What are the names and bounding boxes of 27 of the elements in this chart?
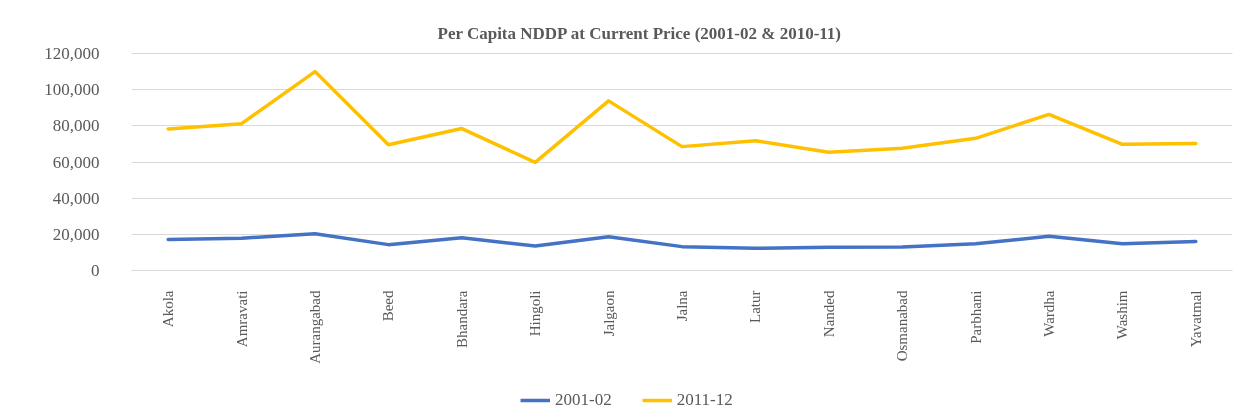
x-tick-label: Akola bbox=[160, 290, 177, 328]
x-tick-label: Washim bbox=[1114, 290, 1131, 340]
y-tick-label: 0 bbox=[91, 261, 100, 280]
y-tick-label: 120,000 bbox=[44, 44, 100, 63]
x-tick-label: Nanded bbox=[820, 290, 837, 338]
x-tick-label: Bhandara bbox=[453, 290, 470, 348]
legend-label: 2011-12 bbox=[676, 390, 733, 410]
y-tick-label: 40,000 bbox=[52, 188, 100, 208]
x-tick-label: Jalgaon bbox=[600, 290, 617, 337]
chart-title: Per Capita NDDP at Current Price (2001-02 & 2010-11) bbox=[437, 23, 842, 43]
x-tick-label: Jalna bbox=[674, 290, 690, 322]
x-tick-label: Aurangabad bbox=[307, 290, 323, 364]
x-tick-label: Osmanabad bbox=[894, 290, 911, 362]
y-tick-label: 20,000 bbox=[52, 224, 100, 244]
y-tick-label: 60,000 bbox=[52, 152, 100, 172]
x-tick-label: Yavatmal bbox=[1187, 290, 1204, 348]
x-tick-label: Parbhani bbox=[967, 290, 984, 344]
x-tick-label: Hingoli bbox=[527, 290, 544, 337]
y-tick-label: 80,000 bbox=[52, 116, 100, 136]
x-tick-label: Amravati bbox=[233, 290, 250, 348]
line-series bbox=[166, 69, 1198, 165]
legend-label: 2001-02 bbox=[555, 390, 612, 410]
x-tick-label: Wardha bbox=[1041, 290, 1057, 337]
line-series bbox=[166, 232, 1198, 251]
y-tick-label: 100,000 bbox=[44, 80, 100, 100]
x-tick-label: Beed bbox=[380, 290, 397, 322]
x-tick-label: Latur bbox=[747, 290, 764, 323]
